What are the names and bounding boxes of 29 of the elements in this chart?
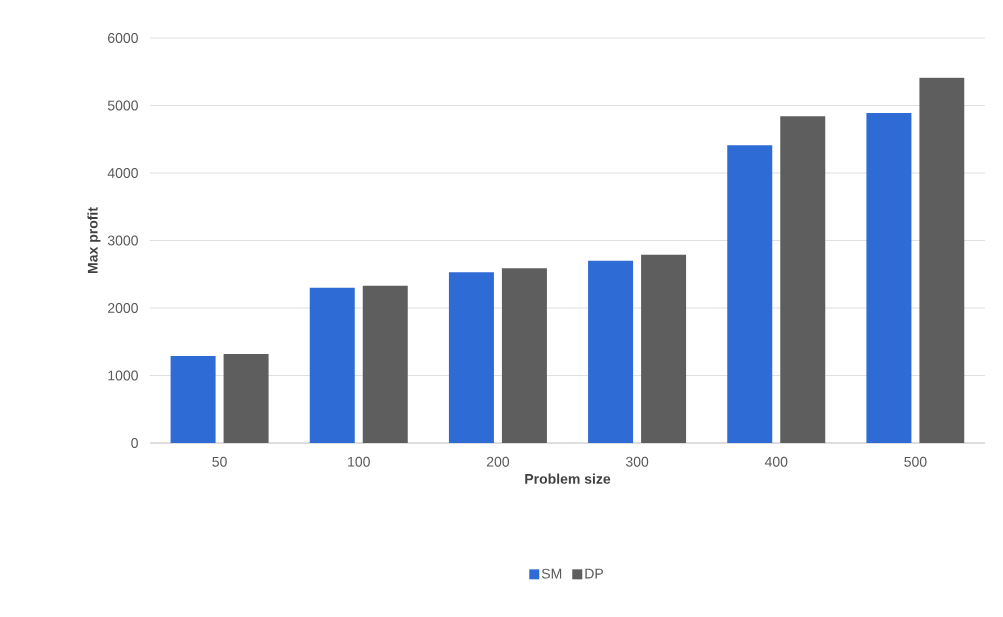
y-tick-label: 2000: [108, 303, 138, 313]
bar: [866, 112, 912, 443]
bar: [727, 145, 773, 443]
bar: [780, 116, 826, 443]
x-tick-label: 50: [212, 456, 227, 467]
bar: [919, 77, 965, 443]
bar: [448, 272, 494, 443]
x-tick-label: 300: [625, 456, 649, 467]
bar: [223, 353, 269, 443]
x-tick-label: 500: [904, 456, 927, 467]
y-tick-label: 5000: [107, 100, 138, 111]
bar: [309, 287, 355, 443]
y-axis-title: Max profit: [87, 207, 101, 273]
y-tick-label: 4000: [107, 168, 138, 178]
y-tick-label: 6000: [108, 33, 138, 43]
bar: [362, 285, 408, 443]
x-tick-label: 400: [764, 456, 788, 467]
y-tick-label: 3000: [107, 235, 138, 246]
legend-label: SM: [541, 568, 562, 579]
x-axis-title: Problem size: [525, 473, 611, 484]
bar: [501, 268, 547, 443]
y-tick-label: 0: [131, 438, 138, 448]
bar: [588, 260, 634, 443]
x-tick-label: 100: [348, 456, 370, 467]
x-tick-label: 200: [486, 456, 510, 467]
legend-label: DP: [585, 568, 603, 579]
bar: [641, 254, 687, 443]
y-tick-label: 1000: [108, 370, 138, 381]
bar: [170, 355, 216, 443]
